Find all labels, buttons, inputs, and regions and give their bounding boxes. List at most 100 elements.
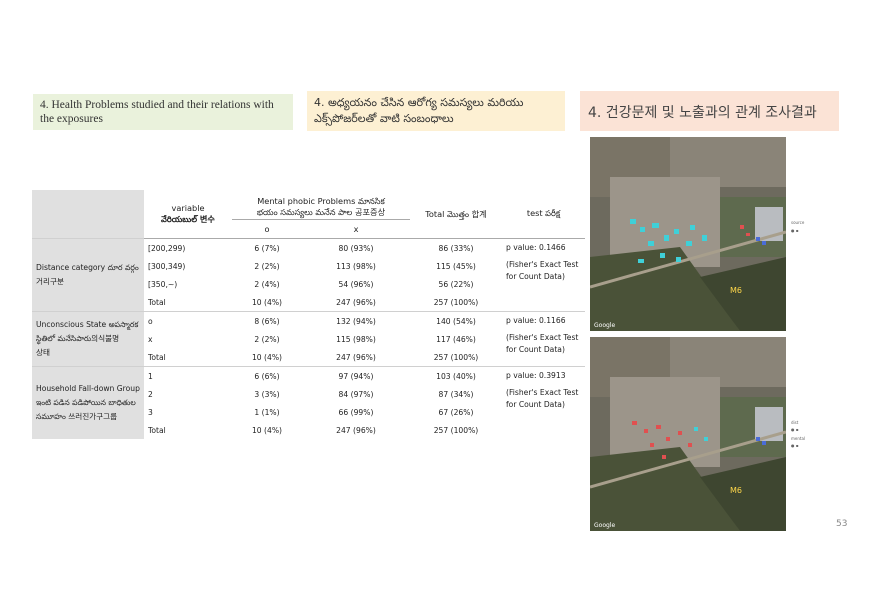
var-cell: [350,~) [148,279,178,289]
col-mental-line2: భయం సమస్యలు మనేన పాల 공포증상 [256,207,386,217]
col-mental-header: Mental phobic Problems మానసిక భయం సమస్యల… [232,190,410,220]
svg-text:M6: M6 [730,486,742,495]
var-cell: Total [148,297,166,307]
results-table: variable వేరియబుల్ 변수 Mental phobic Prob… [32,190,585,439]
table-row: Household Fall-down Group ఇంటి పడిన పడిప… [32,366,585,439]
total-cell: 257 (100%) [433,425,479,435]
table-corner [32,190,144,239]
o-cell: 10 (4%) [251,425,283,435]
col-total-header: Total మొత్తం 합계 [410,190,502,239]
col-x-header: x [302,219,410,239]
col-o-header: o [232,219,302,239]
var-cell: [300,349) [148,261,186,271]
satellite-map-bottom: M6 Google [590,337,786,531]
var-cell: 1 [144,366,232,385]
table-row: Total 10 (4%) 247 (96%) 257 (100%) [32,421,585,439]
o-cell: 2 (2%) [254,261,280,271]
total-cell: 140 (54%) [410,311,502,330]
table-row: Distance category దూర వర్గం 거리구분 [200,29… [32,238,585,312]
var-cell: Total [148,352,166,362]
legend-bottom-title: dist [791,420,799,425]
test-cell-unconscious: p value: 0.1166 (Fisher's Exact Test for… [502,311,585,367]
test-cell-household: p value: 0.3913 (Fisher's Exact Test for… [502,366,585,439]
google-label-top: Google [594,322,615,329]
test-method: for Count Data) [506,272,565,281]
col-variable-line2: వేరియబుల్ 변수 [161,214,215,224]
x-cell: 84 (97%) [338,389,374,399]
test-method: (Fisher's Exact Test [506,260,579,269]
header-telugu-line2: ఎక్స్‌పోజర్‌లతో వాటి సంబంధాలు [314,112,454,125]
var-cell: [200,299) [144,238,232,257]
o-cell: 8 (6%) [232,311,302,330]
test-pvalue: p value: 0.1466 [506,243,566,252]
legend-bottom-title2: mental [791,436,806,441]
col-mental-line1: Mental phobic Problems మానసిక [257,196,385,206]
table-row: 2 3 (3%) 84 (97%) 87 (34%) [32,385,585,403]
total-cell: 103 (40%) [410,366,502,385]
header-telugu: 4. అధ్యయనం చేసిన ఆరోగ్య సమస్యలు మరియు ఎక… [307,91,565,131]
total-cell: 87 (34%) [438,389,474,399]
test-pvalue: p value: 0.3913 [506,371,566,380]
total-cell: 67 (26%) [438,407,474,417]
group-label-line: Unconscious State అపస్మారక [36,320,139,329]
total-cell: 257 (100%) [433,297,479,307]
var-cell: o [144,311,232,330]
test-cell-distance: p value: 0.1466 (Fisher's Exact Test for… [502,238,585,312]
var-cell: x [148,334,153,344]
total-cell: 115 (45%) [436,261,476,271]
x-cell: 247 (96%) [336,297,376,307]
x-cell: 97 (94%) [302,366,410,385]
total-cell: 117 (46%) [436,334,476,344]
o-cell: 1 (1%) [254,407,280,417]
group-label-line: 거리구분 [36,277,64,286]
test-method: (Fisher's Exact Test [506,388,579,397]
x-cell: 54 (96%) [338,279,374,289]
group-label-line: 상태 [36,348,50,357]
test-method: for Count Data) [506,345,565,354]
test-pvalue: p value: 0.1166 [506,316,566,325]
table-row: [300,349) 2 (2%) 113 (98%) 115 (45%) [32,257,585,275]
group-label-line: Household Fall-down Group [36,384,140,393]
table-row: [350,~) 2 (4%) 54 (96%) 56 (22%) [32,275,585,293]
o-cell: 3 (3%) [254,389,280,399]
col-variable-header: variable వేరియబుల్ 변수 [144,190,232,239]
group-label-line: స్థితిలో మనేసిపారు의식불명 [36,334,120,343]
x-cell: 247 (96%) [336,425,376,435]
group-label-distance: Distance category దూర వర్గం 거리구분 [32,238,144,312]
group-label-line: సమూహం 쓰러진가구그룹 [36,412,118,421]
x-cell: 80 (93%) [302,238,410,257]
total-cell: 56 (22%) [438,279,474,289]
table-row: 3 1 (1%) 66 (99%) 67 (26%) [32,403,585,421]
o-cell: 10 (4%) [251,352,283,362]
header-english: 4. Health Problems studied and their rel… [33,94,293,130]
group-label-unconscious: Unconscious State అపస్మారక స్థితిలో మనేస… [32,311,144,367]
total-cell: 86 (33%) [410,238,502,257]
google-label-bottom: Google [594,522,615,529]
group-label-line: ఇంటి పడిన పడిపోయిన బాధితుల [36,398,136,407]
page-number: 53 [836,519,848,529]
total-cell: 257 (100%) [433,352,479,362]
legend-top-title: source [791,220,805,225]
satellite-image-top: M6 Google [590,137,786,331]
header-telugu-line1: 4. అధ్యయనం చేసిన ఆరోగ్య సమస్యలు మరియు [314,96,524,109]
svg-text:M6: M6 [730,286,742,295]
o-cell: 2 (4%) [254,279,280,289]
x-cell: 115 (98%) [336,334,376,344]
o-cell: 6 (7%) [232,238,302,257]
col-variable-line1: variable [171,203,205,213]
table-row: Total 10 (4%) 247 (96%) 257 (100%) [32,348,585,367]
o-cell: 10 (4%) [251,297,283,307]
satellite-map-top: M6 Google [590,137,786,331]
table-row: x 2 (2%) 115 (98%) 117 (46%) [32,330,585,348]
table-row: Unconscious State అపస్మారక స్థితిలో మనేస… [32,311,585,367]
x-cell: 132 (94%) [302,311,410,330]
test-method: (Fisher's Exact Test [506,333,579,342]
col-test-header: test పరీక్ష [502,190,585,239]
group-label-household: Household Fall-down Group ఇంటి పడిన పడిప… [32,366,144,439]
o-cell: 6 (6%) [232,366,302,385]
satellite-image-bottom: M6 Google [590,337,786,531]
var-cell: Total [148,425,166,435]
legend-bottom: dist ● ▪ mental ● ▪ [791,420,806,448]
x-cell: 66 (99%) [338,407,374,417]
test-method: for Count Data) [506,400,565,409]
